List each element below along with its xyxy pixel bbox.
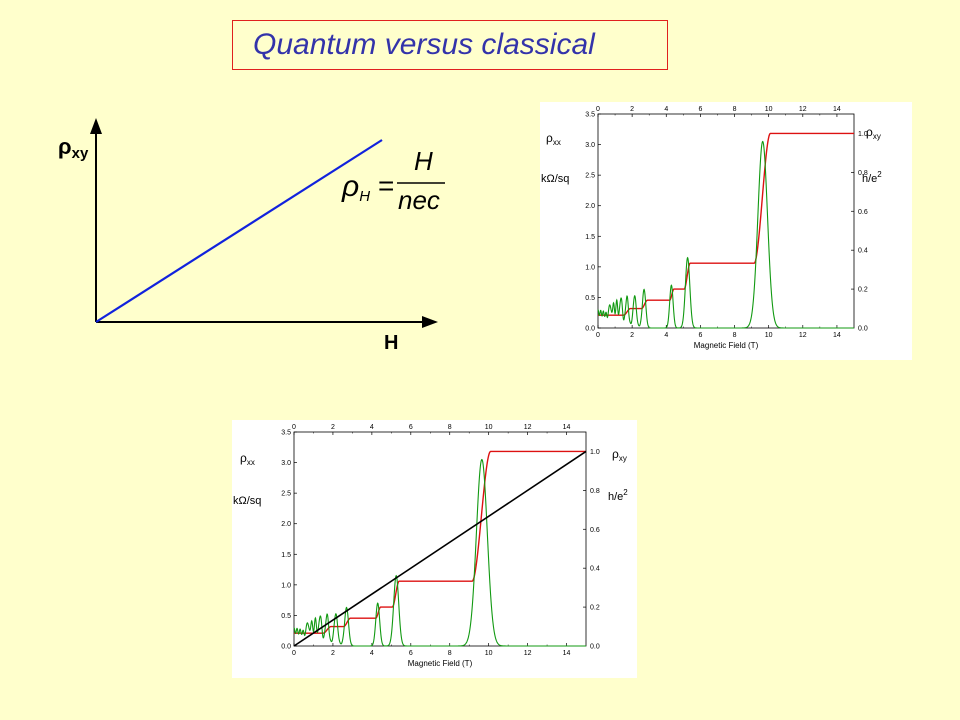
x-tick-label-top: 10 — [765, 106, 773, 113]
x-tick-label: 2 — [630, 332, 634, 339]
formula-numerator: H — [414, 146, 433, 176]
y-left-tick-label: 1.5 — [281, 552, 291, 559]
y-right-tick-label: 0.8 — [590, 488, 600, 495]
x-tick-label: 6 — [409, 650, 413, 657]
x-axis-label: Magnetic Field (T) — [694, 341, 759, 350]
y-left-tick-label: 2.0 — [585, 203, 595, 210]
series-rho-xx-line — [597, 140, 854, 329]
plot-frame — [293, 431, 587, 647]
x-tick-label-top: 6 — [698, 106, 702, 113]
formula-denominator: nec — [398, 185, 440, 215]
hall-formula: ρH = H nec — [341, 146, 445, 215]
x-tick-label-top: 12 — [524, 424, 532, 431]
x-tick-label-top: 12 — [799, 106, 807, 113]
classical-x-arrowhead — [422, 316, 438, 328]
y-left-tick-label: 0.0 — [585, 326, 595, 333]
x-tick-label-top: 6 — [409, 424, 413, 431]
x-tick-label-top: 2 — [630, 106, 634, 113]
x-tick-label-top: 14 — [563, 424, 571, 431]
y-left-tick-label: 1.0 — [281, 582, 291, 589]
y-left-tick-label: 0.5 — [281, 613, 291, 620]
y-right-tick-label: 0.6 — [590, 527, 600, 534]
y-right-tick-label: 0.2 — [590, 605, 600, 612]
y-left-tick-label: 1.5 — [585, 234, 595, 241]
classical-y-arrowhead — [90, 118, 102, 134]
x-tick-label: 8 — [733, 332, 737, 339]
y-right-tick-label: 0.6 — [858, 209, 868, 216]
y-left-tick-label: 2.5 — [585, 173, 595, 180]
series-classical-overlay-line — [293, 450, 587, 647]
x-tick-label: 0 — [596, 332, 600, 339]
x-tick-label: 2 — [331, 650, 335, 657]
slide-title-box: Quantum versus classical — [232, 20, 668, 70]
x-tick-label: 0 — [292, 650, 296, 657]
y-right-tick-label: 1.0 — [858, 131, 868, 138]
x-tick-label-top: 0 — [596, 106, 600, 113]
y-right-unit: h/e2 — [862, 170, 882, 185]
x-tick-label-top: 4 — [664, 106, 668, 113]
y-left-tick-label: 3.5 — [281, 430, 291, 437]
y-left-unit: kΩ/sq — [233, 495, 261, 507]
classical-hall-line — [95, 139, 383, 323]
y-right-tick-label: 0.0 — [858, 326, 868, 333]
y-left-tick-label: 0.5 — [585, 295, 595, 302]
qhe-plot-bottom: 0 0 2 2 4 4 6 6 8 8 10 10 12 12 14 14 0.0 0.5 1.0 1.5 2.0 2.5… — [232, 420, 637, 678]
formula-lhs: ρH — [341, 170, 370, 205]
classical-hall-sketch: ρxy H ρH = H nec — [40, 110, 460, 360]
x-tick-label: 4 — [370, 650, 374, 657]
qhe-plot-top: 0 0 2 2 4 4 6 6 8 8 10 10 12 12 14 14 0.0 0.5 1.0 1.5 2.0 2.5… — [540, 102, 912, 360]
x-tick-label: 10 — [485, 650, 493, 657]
x-tick-label-top: 2 — [331, 424, 335, 431]
x-tick-label: 4 — [664, 332, 668, 339]
series-rho-xy-line — [598, 132, 854, 316]
y-right-unit: h/e2 — [608, 488, 628, 503]
x-tick-label: 12 — [799, 332, 807, 339]
y-left-tick-label: 3.0 — [281, 460, 291, 467]
y-left-tick-label: 2.0 — [281, 521, 291, 528]
x-tick-label-top: 0 — [292, 424, 296, 431]
x-tick-label: 6 — [698, 332, 702, 339]
y-right-tick-label: 1.0 — [590, 449, 600, 456]
y-left-label: ρxx — [240, 451, 255, 467]
y-left-unit: kΩ/sq — [541, 173, 569, 185]
y-right-label: ρxy — [612, 447, 627, 463]
y-right-tick-label: 0.4 — [590, 566, 600, 573]
x-tick-label-top: 8 — [448, 424, 452, 431]
series-rho-xx-line — [293, 458, 586, 647]
classical-x-label: H — [384, 332, 398, 354]
x-tick-label: 14 — [833, 332, 841, 339]
x-tick-label-top: 8 — [733, 106, 737, 113]
series-rho-xy-line — [294, 450, 586, 634]
y-left-tick-label: 1.0 — [585, 264, 595, 271]
y-right-tick-label: 0.2 — [858, 287, 868, 294]
x-tick-label-top: 10 — [485, 424, 493, 431]
y-left-tick-label: 2.5 — [281, 491, 291, 498]
x-tick-label: 12 — [524, 650, 532, 657]
x-axis-label: Magnetic Field (T) — [408, 659, 473, 668]
x-tick-label-top: 14 — [833, 106, 841, 113]
y-right-tick-label: 0.4 — [858, 248, 868, 255]
x-tick-label: 14 — [563, 650, 571, 657]
y-right-tick-label: 0.8 — [858, 170, 868, 177]
classical-y-label: ρxy — [58, 134, 89, 162]
y-left-label: ρxx — [546, 131, 561, 147]
x-tick-label: 8 — [448, 650, 452, 657]
y-left-tick-label: 3.0 — [585, 142, 595, 149]
y-left-tick-label: 3.5 — [585, 112, 595, 119]
slide-title: Quantum versus classical — [253, 28, 595, 61]
y-left-tick-label: 0.0 — [281, 644, 291, 651]
x-tick-label: 10 — [765, 332, 773, 339]
formula-equals: = — [378, 170, 394, 201]
plot-frame — [597, 113, 855, 329]
x-tick-label-top: 4 — [370, 424, 374, 431]
y-right-tick-label: 0.0 — [590, 644, 600, 651]
y-right-label: ρxy — [866, 125, 881, 141]
